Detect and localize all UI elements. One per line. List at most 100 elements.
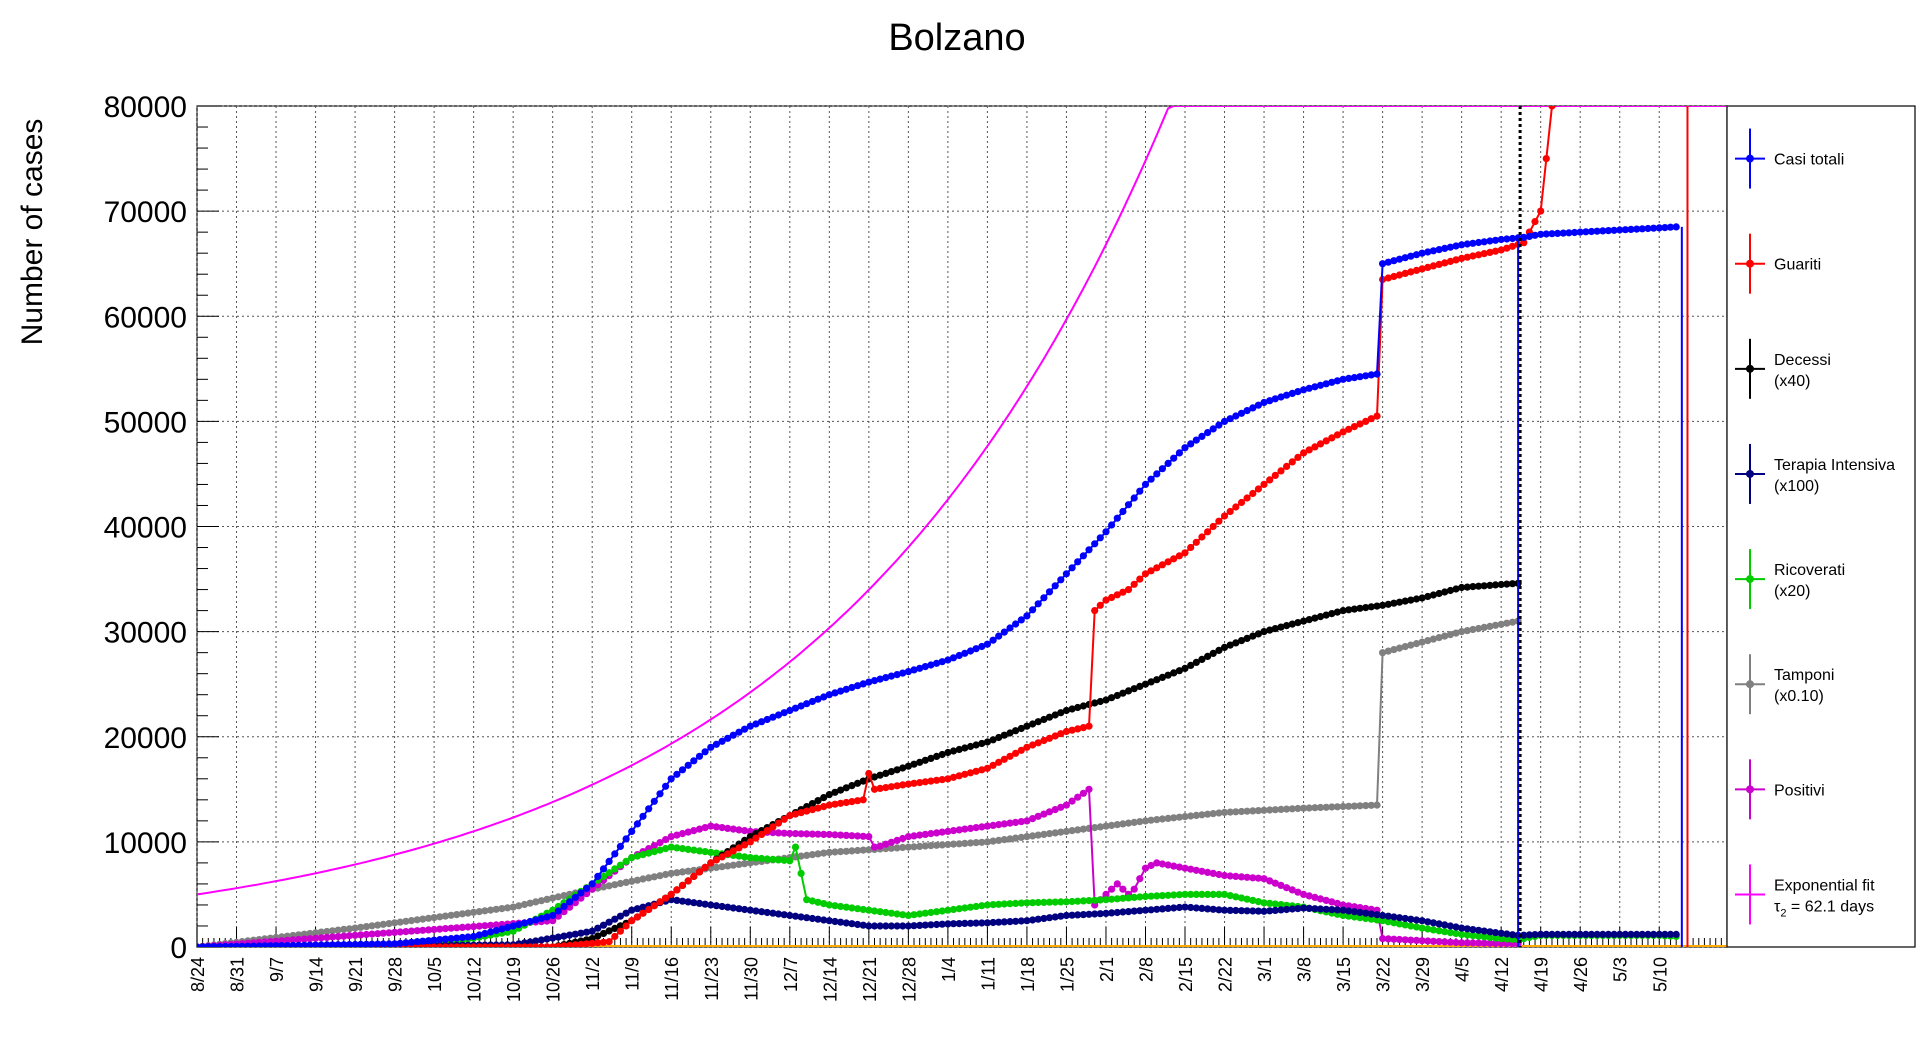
data-point xyxy=(1023,612,1031,620)
data-point xyxy=(1170,904,1178,912)
data-point xyxy=(1463,939,1471,947)
data-point xyxy=(1463,931,1471,939)
data-point xyxy=(1356,802,1364,810)
data-point xyxy=(1339,428,1347,436)
data-point xyxy=(1395,644,1404,652)
data-point xyxy=(1079,724,1087,732)
data-point xyxy=(453,934,461,942)
data-point xyxy=(938,776,946,784)
data-point xyxy=(667,869,675,878)
data-point xyxy=(379,940,387,947)
data-point xyxy=(1559,930,1567,939)
data-point xyxy=(1345,606,1353,614)
data-point xyxy=(520,943,529,947)
data-point xyxy=(1158,905,1166,913)
data-point xyxy=(746,838,754,846)
data-point xyxy=(1192,436,1200,444)
data-point xyxy=(904,833,913,841)
data-point xyxy=(1305,904,1313,913)
data-point xyxy=(673,770,681,778)
data-point xyxy=(1215,890,1223,899)
data-point xyxy=(1277,623,1285,631)
data-point xyxy=(961,839,969,848)
data-point xyxy=(865,906,873,914)
data-point xyxy=(396,918,404,926)
data-point xyxy=(893,836,901,845)
data-point xyxy=(464,933,472,941)
data-point xyxy=(904,843,913,851)
data-point xyxy=(633,913,642,921)
data-point xyxy=(300,941,308,947)
data-point xyxy=(1045,914,1054,922)
x-tick-label: 3/1 xyxy=(1255,957,1275,982)
data-point xyxy=(537,897,546,905)
data-point xyxy=(1237,873,1246,881)
legend-label: Terapia Intensiva xyxy=(1774,457,1895,474)
data-point xyxy=(1232,412,1240,420)
data-point xyxy=(780,709,788,717)
data-point xyxy=(1175,903,1183,912)
data-point xyxy=(1130,893,1138,902)
data-point xyxy=(684,877,692,885)
data-point xyxy=(622,835,630,843)
data-point xyxy=(899,669,907,677)
data-point xyxy=(1260,899,1268,907)
data-point xyxy=(1418,638,1426,646)
data-point xyxy=(328,941,337,947)
data-point xyxy=(1141,570,1150,578)
x-tick-label: 8/24 xyxy=(188,957,208,992)
data-point xyxy=(1491,934,1500,942)
data-point xyxy=(1508,931,1517,939)
data-point xyxy=(1170,814,1178,822)
data-point xyxy=(916,831,924,839)
data-point xyxy=(1401,921,1409,929)
data-point xyxy=(1192,538,1200,546)
data-point xyxy=(1220,417,1229,425)
data-point xyxy=(978,838,986,846)
data-point xyxy=(1271,806,1279,814)
data-point xyxy=(645,849,653,857)
data-point xyxy=(1141,817,1150,825)
data-point xyxy=(1486,248,1494,256)
data-point xyxy=(1254,907,1262,915)
data-point xyxy=(560,942,568,947)
data-point xyxy=(323,941,331,947)
data-point xyxy=(283,936,291,944)
data-point xyxy=(1395,920,1404,928)
series-layer xyxy=(197,106,1727,947)
data-point xyxy=(724,903,732,911)
data-point xyxy=(916,758,924,766)
data-point xyxy=(758,718,766,726)
data-point xyxy=(712,856,721,864)
data-point xyxy=(684,845,692,854)
data-point xyxy=(1158,815,1166,823)
data-point xyxy=(1023,833,1031,841)
data-point xyxy=(1469,625,1477,634)
data-point xyxy=(678,868,687,876)
data-point xyxy=(1379,601,1387,609)
data-point xyxy=(933,908,941,916)
data-point xyxy=(1362,802,1370,810)
data-point xyxy=(1655,930,1663,939)
data-point xyxy=(1045,898,1054,906)
data-point xyxy=(667,843,675,851)
data-point xyxy=(1283,805,1291,813)
data-point xyxy=(949,920,958,928)
data-point xyxy=(1108,909,1116,917)
data-point xyxy=(1469,252,1477,260)
data-point xyxy=(1328,434,1336,442)
data-point xyxy=(419,926,427,934)
data-point xyxy=(1215,809,1223,817)
data-point xyxy=(1113,880,1121,888)
data-point xyxy=(1102,822,1110,830)
data-point xyxy=(1350,802,1358,810)
data-point xyxy=(1226,892,1234,900)
data-point xyxy=(266,942,274,947)
data-point xyxy=(893,671,901,679)
data-point xyxy=(1621,226,1629,234)
data-point xyxy=(1108,694,1116,702)
data-point xyxy=(983,738,992,746)
data-point xyxy=(379,920,387,928)
data-point xyxy=(1243,907,1251,915)
data-point xyxy=(1548,106,1556,110)
